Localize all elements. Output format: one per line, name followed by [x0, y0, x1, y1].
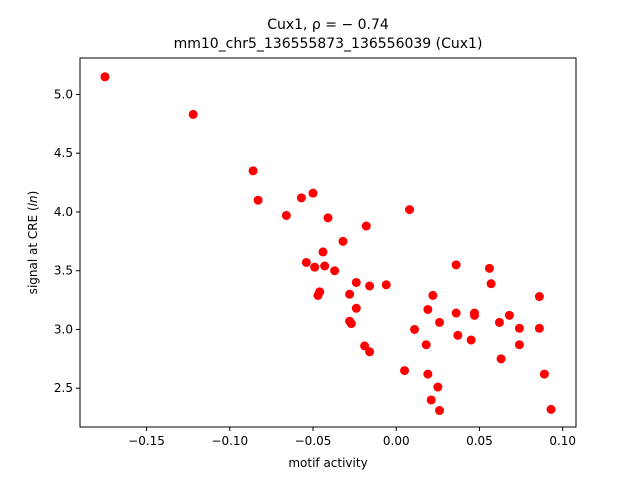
x-tick-label: 0.00: [383, 434, 410, 448]
x-tick-label: −0.05: [295, 434, 332, 448]
data-point: [494, 317, 504, 327]
data-point: [351, 303, 361, 313]
data-point: [361, 221, 371, 231]
data-point: [466, 335, 476, 345]
data-point: [301, 257, 311, 267]
data-point: [320, 261, 330, 271]
data-point: [281, 210, 291, 220]
data-point: [315, 287, 325, 297]
chart-title-line1: Cux1, ρ = − 0.74: [267, 17, 389, 33]
data-point: [496, 354, 506, 364]
x-tick-label: −0.15: [128, 434, 165, 448]
data-point: [318, 247, 328, 257]
data-point: [504, 310, 514, 320]
y-tick-label: 3.5: [54, 264, 73, 278]
data-point: [435, 317, 445, 327]
data-point: [346, 319, 356, 329]
data-point: [248, 166, 258, 176]
data-point: [421, 340, 431, 350]
y-tick-label: 5.0: [54, 87, 73, 101]
data-point: [308, 188, 318, 198]
x-tick-label: 0.10: [549, 434, 576, 448]
data-point: [514, 323, 524, 333]
data-point: [188, 109, 198, 119]
data-point: [514, 340, 524, 350]
y-tick-label: 3.0: [54, 322, 73, 336]
x-tick-label: −0.10: [211, 434, 248, 448]
y-tick-label: 2.5: [54, 381, 73, 395]
plot-area-frame: [79, 57, 577, 428]
data-point: [405, 205, 415, 215]
chart-title-line2: mm10_chr5_136555873_136556039 (Cux1): [174, 36, 483, 52]
data-point: [435, 406, 445, 416]
data-point: [534, 292, 544, 302]
data-point: [381, 280, 391, 290]
y-tick-label: 4.0: [54, 205, 73, 219]
data-point: [546, 404, 556, 414]
data-point: [365, 281, 375, 291]
data-point: [338, 236, 348, 246]
data-point: [484, 263, 494, 273]
data-point: [351, 277, 361, 287]
data-point: [451, 260, 461, 270]
x-tick-label: 0.05: [466, 434, 493, 448]
data-point: [423, 369, 433, 379]
data-point: [296, 193, 306, 203]
data-point: [534, 323, 544, 333]
y-axis-label: signal at CRE (ln): [26, 191, 40, 295]
data-point: [428, 290, 438, 300]
y-tick-label: 4.5: [54, 146, 73, 160]
data-point: [423, 304, 433, 314]
axis-ticks: −0.15 −0.10 −0.05 0.00 0.05 0.10 2.5 3.0 3.5 4.0 4…: [54, 87, 576, 448]
data-point: [453, 330, 463, 340]
x-axis-label: motif activity: [288, 456, 367, 470]
data-point: [400, 366, 410, 376]
data-point: [539, 369, 549, 379]
data-point: [433, 382, 443, 392]
data-point: [365, 347, 375, 357]
data-point: [345, 289, 355, 299]
data-points: [100, 72, 556, 416]
data-point: [100, 72, 110, 82]
data-point: [360, 341, 370, 351]
data-point: [426, 395, 436, 405]
data-point: [469, 310, 479, 320]
data-point: [323, 213, 333, 223]
data-point: [310, 262, 320, 272]
data-point: [486, 279, 496, 289]
data-point: [253, 195, 263, 205]
data-point: [451, 308, 461, 318]
data-point: [410, 324, 420, 334]
data-point: [330, 266, 340, 276]
